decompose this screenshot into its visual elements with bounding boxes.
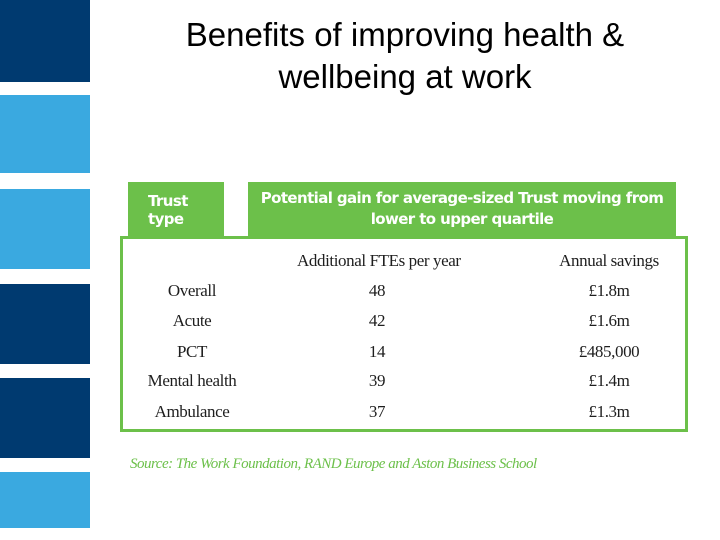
row-savings: £1.6m [588, 311, 630, 330]
row-trust-type: Overall [167, 281, 217, 300]
side-decoration [0, 0, 90, 540]
header-potential-gain: Potential gain for average-sized Trust m… [248, 182, 676, 238]
column-header-savings: Annual savings [559, 251, 659, 270]
row-savings: £1.3m [588, 402, 630, 421]
row-savings: £1.4m [588, 371, 630, 390]
side-block-dark [0, 284, 90, 364]
row-ftes: 14 [368, 342, 386, 361]
side-block-dark [0, 378, 90, 458]
side-block-light [0, 472, 90, 528]
source-note: Source: The Work Foundation, RAND Europe… [130, 456, 537, 472]
row-ftes: 42 [368, 311, 386, 330]
row-savings: £1.8m [588, 281, 630, 300]
title-line-2: wellbeing at work [278, 58, 532, 95]
side-block-light [0, 95, 90, 173]
header-gain-line-2: lower to upper quartile [370, 210, 554, 228]
side-block-light [0, 189, 90, 269]
row-trust-type: Ambulance [154, 402, 230, 421]
row-trust-type: PCT [177, 342, 207, 361]
row-trust-type: Acute [172, 311, 212, 330]
title-line-1: Benefits of improving health & [185, 16, 625, 53]
row-trust-type: Mental health [147, 371, 237, 390]
row-ftes: 37 [368, 402, 386, 421]
row-savings: £485,000 [578, 342, 640, 361]
row-ftes: 48 [368, 281, 386, 300]
row-ftes: 39 [368, 371, 386, 390]
header-trust-type: Trust type [128, 182, 224, 238]
column-header-ftes: Additional FTEs per year [297, 251, 461, 270]
header-gain-line-1: Potential gain for average-sized Trust m… [260, 189, 664, 207]
side-block-dark [0, 0, 90, 82]
slide-title: Benefits of improving health & wellbeing… [90, 14, 720, 98]
table-body-frame [120, 236, 688, 432]
